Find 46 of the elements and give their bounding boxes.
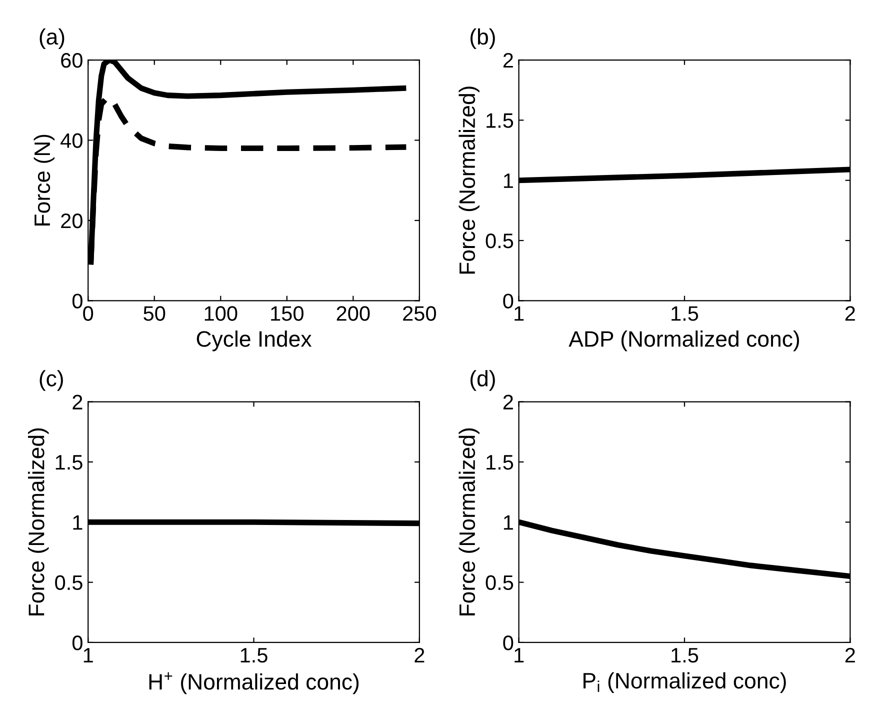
x-tick-label: 1 [514, 648, 524, 662]
x-axis-title: Cycle Index [196, 330, 312, 352]
y-tick-label: 0 [503, 294, 514, 308]
y-axis-title: Force (N) [34, 134, 54, 226]
x-tick-label: 200 [336, 306, 370, 321]
y-tick-label: 0.5 [486, 575, 514, 590]
y-tick-label: 1 [504, 174, 513, 188]
x-tick-label: 1.5 [240, 648, 268, 663]
y-tick-label: 0.5 [486, 234, 514, 248]
y-tick-label: 1.5 [486, 113, 514, 128]
y-tick-label: 0 [503, 635, 514, 650]
y-tick-label: 20 [61, 213, 82, 228]
x-tick-label: 1 [514, 306, 524, 321]
y-axis-title: Force (Normalized) [458, 86, 480, 274]
x-tick-label: 1 [84, 648, 93, 662]
chart-title: (a) [40, 28, 64, 50]
y-axis-title: Force (Normalized) [28, 428, 49, 616]
x-tick-label: 150 [271, 306, 304, 321]
y-tick-label: 2 [503, 394, 513, 410]
y-tick-label: 60 [61, 53, 82, 68]
y-tick-label: 40 [60, 133, 82, 148]
x-tick-label: 50 [144, 306, 166, 321]
chart-title: (b) [470, 28, 495, 50]
y-tick-label: 2 [503, 53, 513, 68]
y-tick-label: 1.5 [56, 455, 82, 470]
x-axis-title: ADP (Normalized conc) [568, 330, 800, 352]
x-axis-title: P$_{i}$ (Normalized conc) [584, 672, 786, 693]
x-tick-label: 1.5 [672, 648, 698, 663]
y-tick-label: 0 [72, 635, 82, 650]
y-tick-label: 1 [504, 515, 513, 530]
x-tick-label: 1.5 [672, 306, 698, 321]
chart-title: (c) [40, 370, 63, 391]
chart-title: (d) [470, 370, 495, 391]
x-tick-label: 250 [403, 306, 436, 321]
y-tick-label: 0 [72, 294, 82, 308]
x-axis-title: H$^{+}$ (Normalized conc) [149, 672, 359, 694]
x-tick-label: 100 [204, 306, 238, 321]
y-tick-label: 1 [73, 515, 82, 530]
y-tick-label: 2 [72, 394, 82, 410]
y-tick-label: 0.5 [55, 575, 82, 590]
x-tick-label: 0 [83, 306, 94, 321]
y-tick-label: 1.5 [486, 455, 514, 470]
x-tick-label: 2 [414, 648, 424, 662]
x-tick-label: 2 [845, 648, 855, 662]
y-axis-title: Force (Normalized) [458, 428, 480, 616]
x-tick-label: 2 [845, 306, 855, 321]
